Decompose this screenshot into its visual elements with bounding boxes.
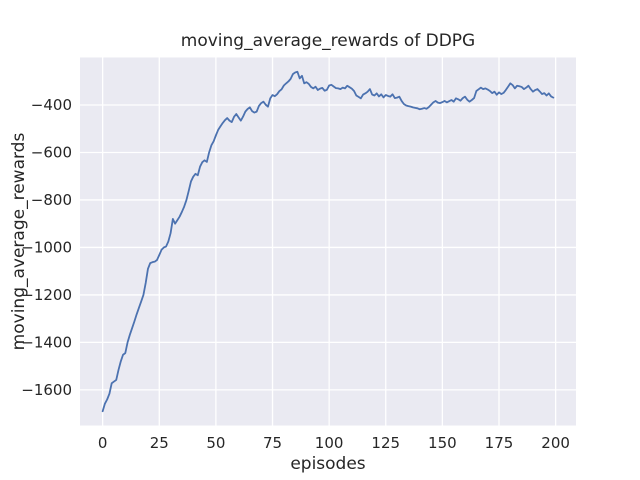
y-tick-label: −1000	[21, 238, 72, 256]
gridlines	[80, 57, 576, 426]
x-axis-label: episodes	[290, 454, 365, 474]
x-tick-label: 0	[98, 434, 108, 452]
y-tick-label: −400	[31, 96, 72, 114]
y-tick-label: −1400	[21, 333, 72, 351]
data-line-series	[101, 70, 555, 413]
x-tick-label: 125	[371, 434, 400, 452]
y-tick-label: −800	[31, 191, 72, 209]
x-tick-label: 200	[541, 434, 570, 452]
x-tick-label: 75	[263, 434, 282, 452]
y-tick-label: −600	[31, 143, 72, 161]
x-axis-tick-labels: 0 25 50 75 100 125 150 175 200	[98, 434, 570, 452]
plot-area	[80, 57, 576, 426]
chart-title: moving_average_rewards of DDPG	[181, 31, 475, 51]
x-tick-label: 100	[315, 434, 344, 452]
y-tick-label: −1200	[21, 286, 72, 304]
x-tick-label: 150	[428, 434, 457, 452]
y-axis-label: moving_average_rewards	[9, 133, 29, 351]
x-tick-label: 25	[150, 434, 169, 452]
y-axis-tick-labels: −400 −600 −800 −1000 −1200 −1400 −1600	[21, 96, 72, 399]
x-tick-label: 175	[485, 434, 514, 452]
y-tick-label: −1600	[21, 381, 72, 399]
x-tick-label: 50	[206, 434, 225, 452]
